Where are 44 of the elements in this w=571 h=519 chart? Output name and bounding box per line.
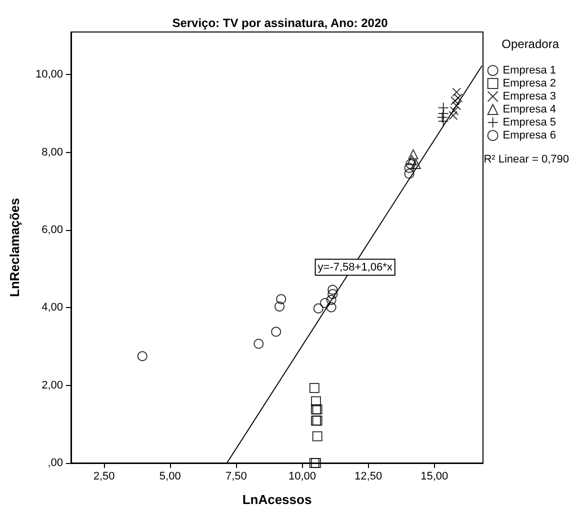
point bbox=[406, 155, 417, 166]
y-tick-label: ,00 bbox=[48, 457, 63, 469]
x-tick-label: 10,00 bbox=[288, 470, 316, 482]
point bbox=[274, 302, 285, 312]
point bbox=[320, 298, 330, 308]
legend-label: Empresa 6 bbox=[502, 130, 556, 142]
x-axis-title: LnAcessos bbox=[242, 492, 312, 507]
text: R² Linear = 0,790 bbox=[484, 154, 570, 166]
legend-label: Empresa 3 bbox=[502, 90, 556, 102]
y-tick-label: 2,00 bbox=[42, 379, 63, 392]
legend-label: Empresa 2 bbox=[502, 78, 556, 90]
point bbox=[326, 294, 336, 305]
point bbox=[309, 383, 320, 394]
y-tick-label: 6,00 bbox=[42, 224, 63, 236]
point bbox=[326, 302, 336, 312]
point bbox=[404, 168, 414, 179]
point bbox=[406, 159, 416, 170]
y-tick-label: 10,00 bbox=[35, 68, 63, 81]
point bbox=[312, 431, 322, 442]
legend-label: Empresa 1 bbox=[502, 64, 556, 76]
point bbox=[137, 351, 148, 362]
x-tick-label: 15,00 bbox=[420, 470, 448, 482]
annotation: y=-7,58+1,06*x bbox=[318, 261, 393, 274]
point bbox=[328, 284, 338, 295]
y-axis-title: LnReclamações bbox=[7, 198, 22, 297]
point bbox=[408, 149, 418, 160]
point bbox=[313, 303, 324, 314]
legend-label: Empresa 4 bbox=[502, 104, 556, 116]
y-tick-label: 4,00 bbox=[42, 302, 63, 314]
legend-title: Operadora bbox=[502, 37, 560, 51]
point bbox=[328, 289, 338, 300]
chart-title: Serviço: TV por assinatura, Ano: 2020 bbox=[172, 16, 388, 30]
point bbox=[410, 159, 421, 170]
x-tick-label: 7,50 bbox=[225, 470, 247, 482]
y-tick-label: 8,00 bbox=[42, 146, 63, 158]
x-tick-label: 2,50 bbox=[93, 470, 115, 482]
x-tick-label: 12,50 bbox=[354, 470, 382, 482]
point bbox=[254, 338, 264, 349]
x-tick-label: 5,00 bbox=[159, 470, 181, 482]
legend-label: Empresa 5 bbox=[502, 116, 556, 128]
point bbox=[271, 326, 282, 337]
point bbox=[310, 396, 321, 406]
point bbox=[276, 294, 286, 304]
point bbox=[404, 162, 414, 173]
